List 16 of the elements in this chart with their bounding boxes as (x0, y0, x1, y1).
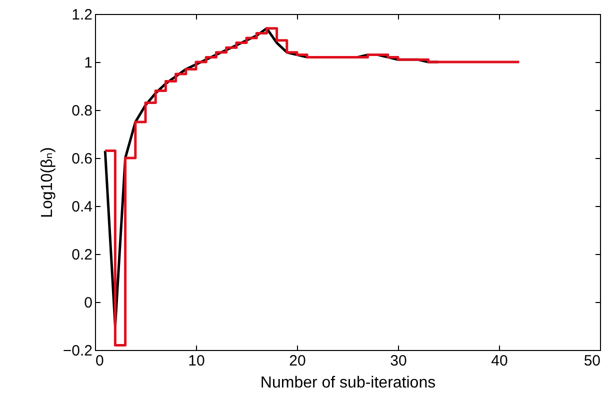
y-axis-title: Log10(βₙ) (38, 147, 56, 218)
y-tick-label: 0 (84, 294, 92, 312)
x-tick-label: 30 (390, 352, 407, 370)
y-tick-label: 0.6 (72, 150, 92, 168)
x-tick-label: 50 (584, 352, 600, 370)
x-tick-label: 0 (96, 352, 104, 370)
y-tick-label: 1 (84, 54, 92, 72)
y-tick-label: −0.2 (62, 342, 92, 360)
y-tick-label: 0.8 (72, 102, 92, 120)
x-tick-label: 20 (289, 352, 306, 370)
x-tick-label: 10 (188, 352, 205, 370)
y-tick-label: 0.4 (72, 198, 92, 216)
x-axis-title: Number of sub-iterations (260, 374, 436, 392)
y-tick-label: 0.2 (72, 246, 92, 264)
y-tick-label: 1.2 (72, 6, 92, 24)
x-tick-label: 40 (491, 352, 508, 370)
